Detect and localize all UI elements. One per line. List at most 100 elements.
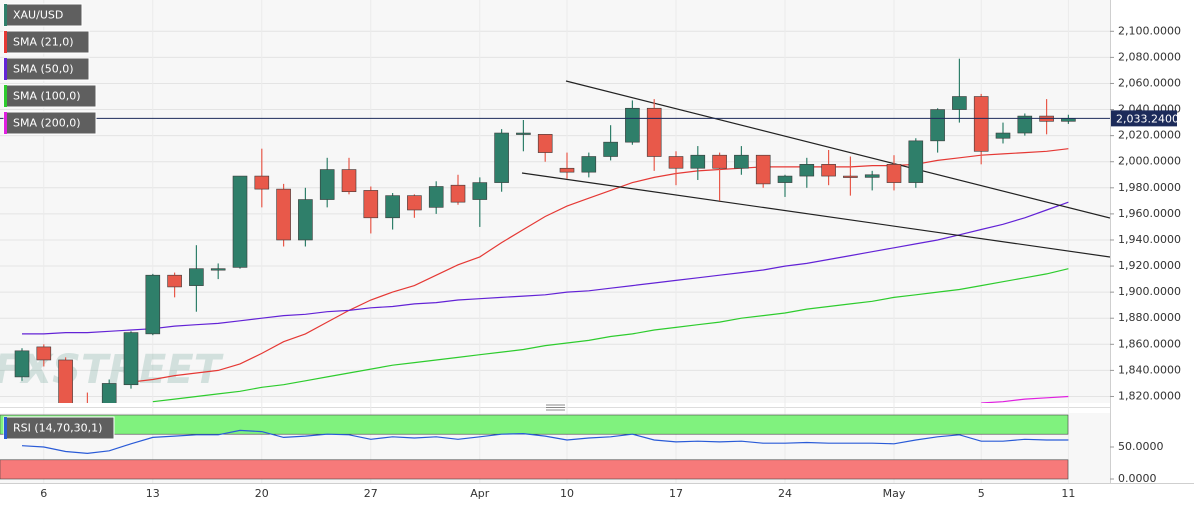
y-tick-label: 1,860.0000	[1118, 337, 1181, 350]
candle-body	[385, 195, 400, 219]
candle-body	[581, 156, 597, 173]
legend-label: SMA (21,0)	[13, 36, 74, 49]
candle-body	[167, 274, 182, 288]
legend-swatch	[4, 4, 7, 26]
candle-body	[646, 107, 662, 157]
indicator-line	[152, 268, 1069, 403]
x-tick-label: 17	[669, 487, 683, 500]
candle-body	[14, 350, 30, 378]
legend-swatch	[4, 58, 7, 80]
legend-label: SMA (100,0)	[13, 90, 81, 103]
candle-body	[799, 164, 815, 177]
candle-body	[145, 274, 161, 335]
y-tick-label: 1,940.0000	[1118, 233, 1181, 246]
legend-swatch	[4, 31, 7, 53]
candle-body	[777, 175, 793, 183]
legend-label: RSI (14,70,30,1)	[13, 422, 102, 435]
legend-swatch	[4, 112, 7, 134]
candle-body	[973, 96, 989, 152]
x-tick-label: 11	[1061, 487, 1075, 500]
y-tick-label: 2,000.0000	[1118, 155, 1181, 168]
candle-body	[755, 154, 771, 185]
candle-body	[407, 195, 422, 211]
candle-body	[537, 134, 553, 153]
y-tick-label: 2,020.0000	[1118, 129, 1181, 142]
x-tick-label: 20	[255, 487, 269, 500]
y-tick-label: 1,840.0000	[1118, 363, 1181, 376]
rsi-y-tick-label: 50.0000	[1118, 440, 1164, 453]
rsi-band	[0, 414, 1069, 435]
rsi-band	[0, 459, 1069, 480]
trendline-lower[interactable]	[521, 172, 1110, 258]
candle-body	[516, 132, 531, 135]
candle-body	[298, 199, 313, 241]
candle-body	[559, 167, 575, 173]
main-pane	[0, 0, 1110, 403]
y-tick-label: 2,100.0000	[1118, 24, 1181, 37]
candle-body	[472, 182, 488, 200]
y-tick-label: 1,900.0000	[1118, 285, 1181, 298]
candle-body	[101, 383, 117, 403]
x-tick-label: 24	[778, 487, 792, 500]
pane-handle[interactable]	[546, 404, 565, 411]
candle-body	[36, 346, 52, 361]
candle-body	[363, 190, 379, 219]
legend-label: SMA (50,0)	[13, 63, 74, 76]
legend: XAU/USD SMA (21,0) SMA (50,0) SMA (100,0) SM…	[3, 3, 115, 440]
axes: 1,820.0000 1,840.0000 1,860.0000 1,880.0000…	[40, 24, 1181, 500]
x-tick-label: 5	[978, 487, 985, 500]
y-tick-label: 2,080.0000	[1118, 50, 1181, 63]
main-plot: FXSTREET	[0, 58, 1110, 403]
candle-body	[428, 186, 444, 208]
candle-body	[690, 154, 706, 169]
candle-body	[319, 169, 335, 200]
candle-body	[712, 154, 727, 169]
candle-body	[930, 109, 945, 142]
candle-body	[952, 96, 967, 110]
legend-swatch	[4, 417, 7, 439]
candle-body	[210, 268, 226, 271]
legend-swatch	[4, 85, 7, 107]
indicator-line	[22, 201, 1069, 335]
candle-body	[1017, 115, 1033, 134]
y-tick-label: 1,920.0000	[1118, 259, 1181, 272]
candle-body	[450, 184, 466, 203]
y-tick-label: 2,060.0000	[1118, 76, 1181, 89]
candle-body	[603, 141, 618, 157]
grid	[0, 0, 1110, 483]
candle-body	[232, 175, 248, 268]
candles	[14, 58, 1076, 403]
x-tick-label: 10	[560, 487, 574, 500]
indicator-line	[21, 429, 1069, 455]
candle-body	[734, 154, 749, 169]
candle-body	[341, 169, 357, 193]
candle-body	[276, 188, 291, 241]
legend-label: XAU/USD	[13, 9, 63, 22]
candle-body	[821, 164, 836, 177]
candle-body	[254, 175, 270, 190]
candle-body	[189, 268, 204, 286]
rsi-plot	[0, 414, 1069, 480]
rsi-y-tick-label: 0.0000	[1118, 472, 1157, 485]
candle-body	[864, 174, 880, 178]
candle-body	[668, 156, 684, 169]
x-tick-label: 27	[364, 487, 378, 500]
legend-label: SMA (200,0)	[13, 117, 81, 130]
x-tick-label: 6	[40, 487, 47, 500]
y-tick-label: 1,980.0000	[1118, 181, 1181, 194]
candle-body	[886, 164, 902, 183]
candle-body	[908, 140, 924, 183]
y-tick-label: 1,960.0000	[1118, 207, 1181, 220]
candle-body	[494, 132, 509, 183]
y-tick-label: 1,880.0000	[1118, 311, 1181, 324]
trendline-upper[interactable]	[565, 80, 1110, 219]
x-tick-label: 13	[146, 487, 160, 500]
candle-body	[123, 332, 139, 386]
candle-body	[58, 359, 73, 403]
candle-body	[843, 175, 858, 178]
y-tick-label: 1,820.0000	[1118, 389, 1181, 402]
candle-body	[995, 132, 1011, 139]
x-tick-label: Apr	[470, 487, 490, 500]
x-tick-label: May	[883, 487, 906, 500]
